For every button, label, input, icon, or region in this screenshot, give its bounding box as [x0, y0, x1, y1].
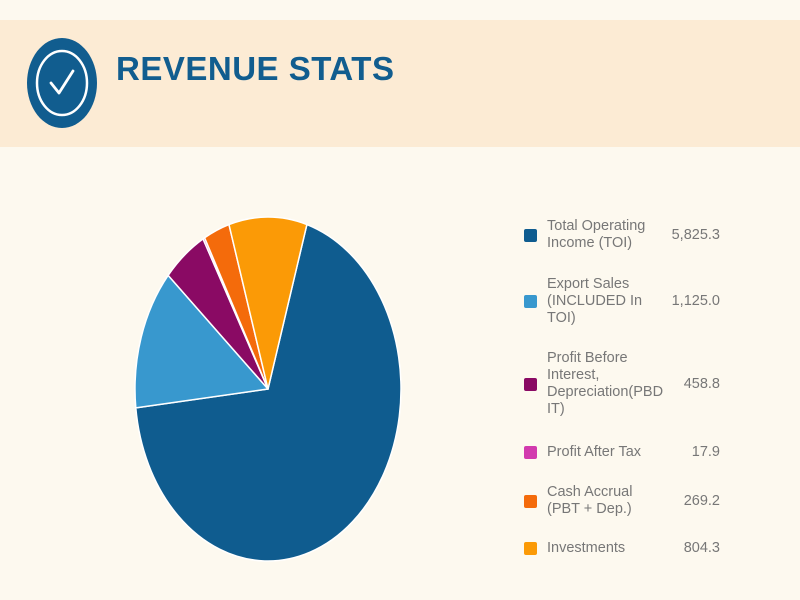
legend-value: 458.8: [683, 375, 720, 392]
legend-value: 1,125.0: [671, 293, 720, 309]
legend-label: Cash Accrual (PBT + Dep.): [547, 484, 633, 517]
pie-chart: [134, 216, 402, 562]
legend-label: Total Operating Income (TOI): [547, 218, 646, 251]
pie-slice-investments: [228, 216, 308, 390]
legend-label: Investments: [547, 540, 626, 556]
legend-item-toi: Total Operating Income (TOI) 5,825.3: [524, 218, 720, 252]
legend-label: Export Sales (INCLUDED In TOI): [547, 276, 643, 326]
legend-swatch: [524, 542, 537, 555]
legend-value: 269.2: [683, 492, 720, 509]
legend-swatch: [524, 446, 537, 459]
legend-item-pat: Profit After Tax 17.9: [524, 444, 720, 461]
legend-value: 804.3: [683, 540, 720, 556]
legend-swatch: [524, 228, 537, 242]
legend-label: Profit After Tax: [547, 444, 642, 460]
legend-label: Profit Before Interest, Depreciation(PBD…: [547, 350, 664, 417]
legend-item-investments: Investments 804.3: [524, 540, 720, 557]
legend-swatch: [524, 377, 537, 391]
check-circle-icon: [26, 37, 98, 129]
header-band: REVENUE STATS: [0, 20, 800, 147]
legend-value: 17.9: [691, 444, 720, 460]
legend-item-cash-accrual: Cash Accrual (PBT + Dep.) 269.2: [524, 484, 720, 518]
legend-swatch: [524, 494, 537, 508]
legend-value: 5,825.3: [671, 226, 720, 243]
legend-item-export-sales: Export Sales (INCLUDED In TOI) 1,125.0: [524, 276, 720, 327]
legend-item-pbdit: Profit Before Interest, Depreciation(PBD…: [524, 350, 720, 418]
legend-swatch: [524, 295, 537, 308]
pie-slice-toi: [135, 223, 402, 562]
pie-slice-export-sales: [134, 274, 269, 409]
page-title: REVENUE STATS: [116, 50, 395, 87]
